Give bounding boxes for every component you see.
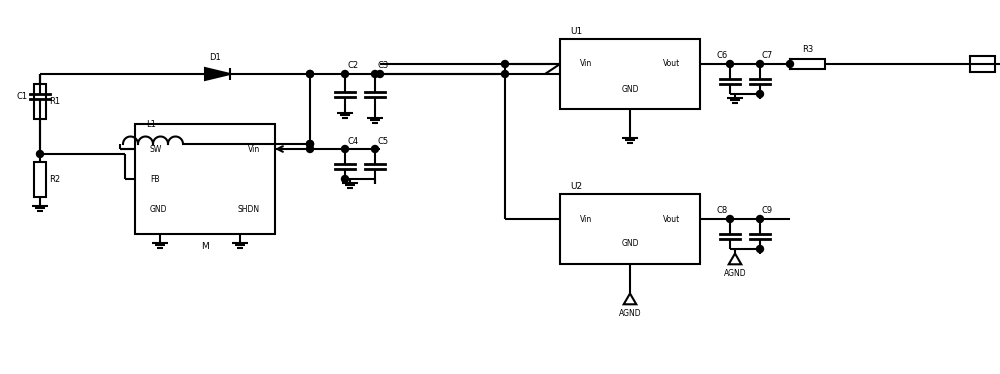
Circle shape <box>306 141 314 147</box>
Bar <box>790 59 825 69</box>
Circle shape <box>757 91 764 98</box>
Polygon shape <box>205 68 230 80</box>
Bar <box>135 124 275 234</box>
Circle shape <box>306 145 314 153</box>
Text: C9: C9 <box>762 206 773 215</box>
Circle shape <box>372 145 378 153</box>
Circle shape <box>342 71 349 77</box>
Circle shape <box>306 141 314 147</box>
Text: Vin: Vin <box>580 215 592 224</box>
Circle shape <box>757 61 764 67</box>
Text: Vout: Vout <box>663 59 680 68</box>
Text: Vin: Vin <box>580 59 592 68</box>
Circle shape <box>502 71 509 77</box>
Text: C1: C1 <box>16 92 28 101</box>
Text: GND: GND <box>150 205 168 214</box>
Text: C3: C3 <box>378 61 389 70</box>
Text: R2: R2 <box>49 175 60 184</box>
Text: C2: C2 <box>348 61 359 70</box>
Circle shape <box>786 61 794 67</box>
Text: AGND: AGND <box>724 269 746 278</box>
Circle shape <box>757 215 764 223</box>
Text: L1: L1 <box>147 120 156 129</box>
Text: R3: R3 <box>802 45 813 54</box>
Circle shape <box>342 145 349 153</box>
Text: C6: C6 <box>717 51 728 60</box>
Text: GND: GND <box>621 85 639 94</box>
Circle shape <box>726 215 734 223</box>
Circle shape <box>342 175 349 183</box>
Circle shape <box>726 61 734 67</box>
Text: SHDN: SHDN <box>238 205 260 214</box>
Circle shape <box>502 61 509 67</box>
Text: C8: C8 <box>717 206 728 215</box>
Text: R1: R1 <box>49 96 60 105</box>
Text: D1: D1 <box>209 53 221 62</box>
Text: AGND: AGND <box>619 309 641 318</box>
Text: GND: GND <box>621 239 639 248</box>
Circle shape <box>306 71 314 77</box>
Text: M: M <box>201 242 209 251</box>
Text: C4: C4 <box>348 137 359 146</box>
Bar <box>34 162 46 197</box>
Circle shape <box>376 71 384 77</box>
Bar <box>560 194 700 264</box>
Circle shape <box>372 71 378 77</box>
Text: SW: SW <box>150 144 162 153</box>
Text: Vin: Vin <box>248 144 260 153</box>
Circle shape <box>757 245 764 252</box>
Text: C5: C5 <box>378 137 389 146</box>
Text: FB: FB <box>150 175 160 184</box>
Text: Vout: Vout <box>663 215 680 224</box>
Circle shape <box>36 150 44 157</box>
Text: U2: U2 <box>570 182 582 191</box>
Text: U1: U1 <box>570 27 582 36</box>
Bar <box>560 39 700 109</box>
Bar <box>34 84 46 119</box>
Circle shape <box>306 71 314 77</box>
Text: C7: C7 <box>762 51 773 60</box>
